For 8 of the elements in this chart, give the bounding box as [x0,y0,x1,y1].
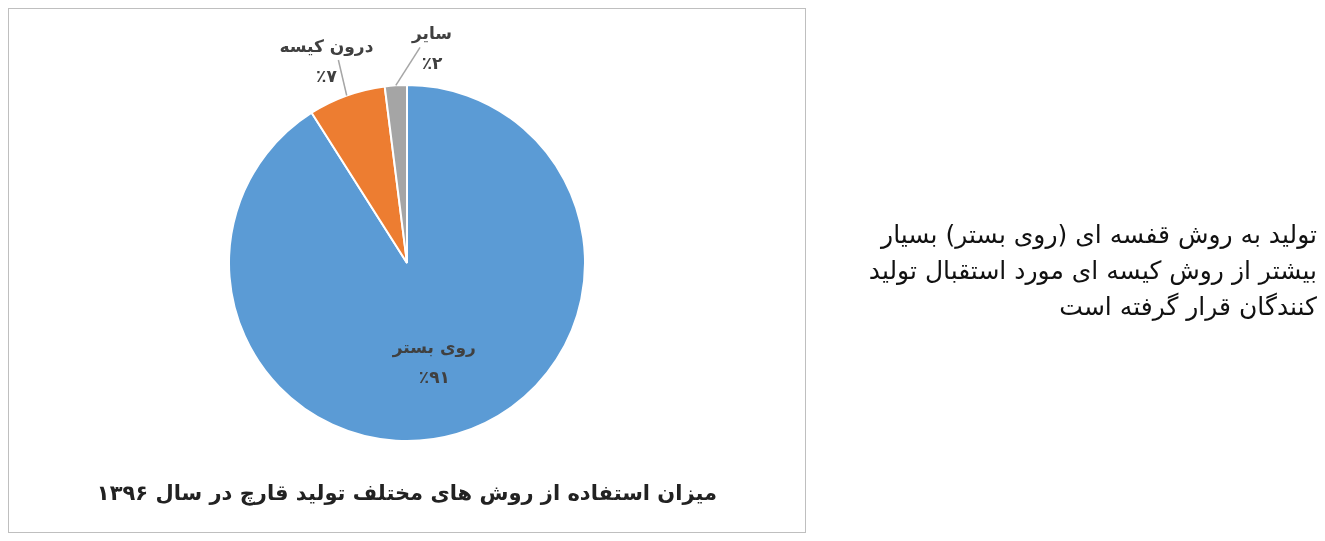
text: تولید به روش قفسه ای (روی بستر) بسیار بیشتر از روش کیسه ای مورد استقبال تولید کنندگان قرار گرفته است [867,218,1317,323]
slice-label: سایر [411,23,453,45]
data-label: ٪۹۱ [418,367,450,388]
text: میزان استفاده از روش های مختلف تولید قارچ در سال ۱۳۹۶ [95,481,719,505]
slice-label: روی بستر [391,337,476,359]
slice-label: درون کیسه [279,36,374,58]
data-label: ٪۷ [316,66,338,87]
data-label: ٪۲ [421,53,444,74]
